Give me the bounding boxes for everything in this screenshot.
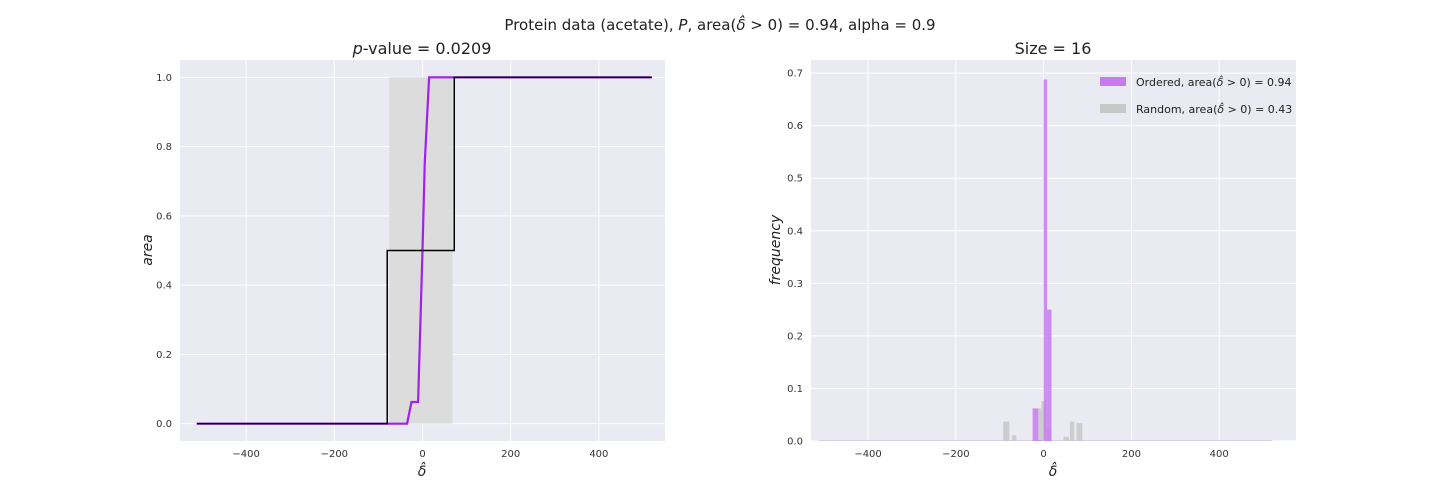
area-plot-y-tick-label: 0.8	[156, 142, 172, 153]
area-plot-y-tick-label: 0.2	[156, 350, 172, 361]
area-plot-y-tick-label: 0.4	[156, 281, 172, 292]
histogram-bar-random	[1003, 421, 1010, 441]
histogram-bars	[818, 79, 1272, 441]
histogram-bar-random	[1063, 436, 1070, 441]
area-plot-x-tick-label: −400	[232, 449, 259, 460]
histogram-y-tick-label: 0.5	[787, 174, 803, 185]
legend-ordered-part-2: δ̂	[1217, 75, 1224, 89]
histogram-x-tick-label: 200	[1122, 449, 1141, 460]
area-plot-x-label: δ̂	[418, 461, 427, 480]
legend-label-random: Random, area(δ̂ > 0) = 0.43	[1136, 102, 1292, 116]
histogram-bar-ordered	[1043, 79, 1048, 441]
histogram-x-tick-label: −400	[854, 449, 881, 460]
legend-ordered-part-1: Ordered, area(	[1136, 76, 1217, 89]
area-plot-x-tick-label: −200	[321, 449, 348, 460]
area-plot-y-tick-label: 0.6	[156, 211, 172, 222]
area-plot-panel: −400 −200 0 200 400 0.0 0.2 0.4 0.6 0.8 1.0 p-val…	[140, 39, 665, 480]
histogram-bar-random	[1038, 408, 1042, 441]
area-plot-y-tick-label: 1.0	[156, 73, 172, 84]
suptitle-part-4: δ̂	[736, 14, 745, 34]
figure-suptitle: Protein data (acetate), P, area(δ̂ > 0) …	[504, 14, 935, 34]
histogram-y-tick-label: 0.7	[787, 69, 803, 80]
legend-swatch-ordered	[1100, 77, 1126, 86]
histogram-panel: −400 −200 0 200 400 0.0 0.1 0.2 0.3 0.4 0.5 0.6 0.7…	[768, 39, 1296, 480]
area-plot-y-label: area	[140, 234, 156, 266]
suptitle-part-3: , area(	[687, 16, 736, 34]
histogram-y-tick-label: 0.2	[787, 331, 803, 342]
histogram-y-tick-label: 0.6	[787, 121, 803, 132]
histogram-x-ticks: −400 −200 0 200 400	[854, 449, 1228, 460]
suptitle-part-1: Protein data (acetate),	[504, 16, 678, 34]
histogram-x-tick-label: 0	[1040, 449, 1046, 460]
area-plot-x-tick-label: 0	[419, 449, 425, 460]
suptitle-part-2: P	[678, 16, 688, 34]
area-plot-title-p: p	[352, 39, 363, 58]
histogram-x-tick-label: 400	[1210, 449, 1229, 460]
histogram-x-tick-label: −200	[942, 449, 969, 460]
legend-random-part-1: Random, area(	[1136, 103, 1217, 116]
suptitle-part-5: > 0) = 0.94, alpha = 0.9	[746, 16, 936, 34]
histogram-bar-random	[1069, 421, 1075, 441]
histogram-bar-ordered	[1038, 439, 1042, 441]
histogram-bar-random	[1076, 423, 1083, 441]
legend-ordered-part-3: > 0) = 0.94	[1223, 76, 1291, 89]
area-plot-x-tick-label: 400	[589, 449, 608, 460]
histogram-y-tick-label: 0.3	[787, 279, 803, 290]
histogram-bar-ordered	[1047, 309, 1052, 441]
area-plot-title: p-value = 0.0209	[352, 39, 492, 58]
area-plot-title-rest: -value = 0.0209	[363, 39, 492, 58]
area-plot-y-tick-label: 0.0	[156, 419, 172, 430]
histogram-bar-ordered	[1032, 408, 1039, 441]
legend-random-part-3: > 0) = 0.43	[1224, 103, 1292, 116]
legend-swatch-random	[1100, 104, 1126, 113]
histogram-bar-random	[1012, 435, 1017, 441]
histogram-legend: Ordered, area(δ̂ > 0) = 0.94 Random, are…	[1100, 75, 1292, 116]
histogram-x-label: δ̂	[1049, 461, 1058, 480]
legend-random-part-2: δ̂	[1217, 102, 1224, 116]
histogram-y-label: frequency	[768, 214, 784, 285]
area-plot-x-tick-label: 200	[501, 449, 520, 460]
area-plot-line-random	[196, 76, 652, 425]
histogram-y-ticks: 0.0 0.1 0.2 0.3 0.4 0.5 0.6 0.7	[787, 69, 803, 448]
histogram-y-tick-label: 0.4	[787, 226, 803, 237]
area-plot-y-ticks: 0.0 0.2 0.4 0.6 0.8 1.0	[156, 73, 172, 430]
histogram-y-tick-label: 0.1	[787, 384, 803, 395]
histogram-background	[811, 60, 1296, 441]
area-plot-x-ticks: −400 −200 0 200 400	[232, 449, 608, 460]
histogram-y-tick-label: 0.0	[787, 437, 803, 448]
legend-label-ordered: Ordered, area(δ̂ > 0) = 0.94	[1136, 75, 1292, 89]
histogram-title: Size = 16	[1015, 39, 1092, 58]
area-plot-lines	[196, 76, 652, 425]
